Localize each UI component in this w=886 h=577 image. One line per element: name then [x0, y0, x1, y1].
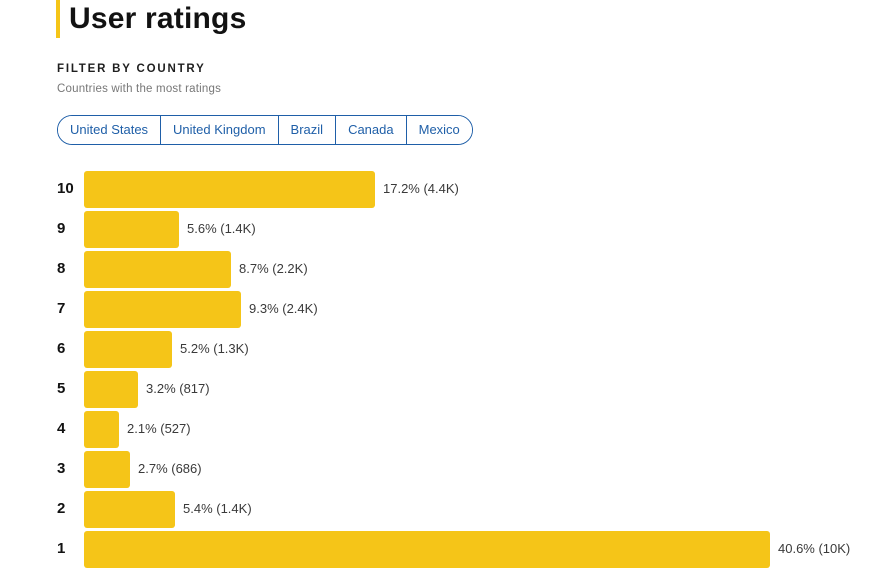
- rating-label-6: 6: [57, 340, 66, 357]
- rating-row-3: 3 2.7% (686): [0, 450, 886, 488]
- country-chip-canada[interactable]: Canada: [336, 116, 407, 144]
- page-title: User ratings: [69, 2, 247, 35]
- rating-bar-10[interactable]: [84, 171, 375, 208]
- filter-heading: FILTER BY COUNTRY: [57, 63, 206, 75]
- filter-subtitle: Countries with the most ratings: [57, 83, 222, 95]
- country-chip-united-states[interactable]: United States: [58, 116, 162, 144]
- rating-label-9: 9: [57, 220, 66, 237]
- rating-value-3: 2.7% (686): [138, 461, 202, 476]
- rating-row-10: 10 17.2% (4.4K): [0, 170, 886, 208]
- rating-label-8: 8: [57, 260, 66, 277]
- rating-bar-6[interactable]: [84, 331, 172, 368]
- rating-label-7: 7: [57, 300, 66, 317]
- rating-value-2: 5.4% (1.4K): [183, 501, 252, 516]
- country-chip-mexico[interactable]: Mexico: [406, 116, 472, 144]
- rating-label-2: 2: [57, 500, 66, 517]
- rating-value-7: 9.3% (2.4K): [249, 301, 318, 316]
- rating-row-7: 7 9.3% (2.4K): [0, 290, 886, 328]
- rating-value-1: 40.6% (10K): [778, 541, 851, 556]
- rating-row-4: 4 2.1% (527): [0, 410, 886, 448]
- rating-label-1: 1: [57, 540, 66, 557]
- rating-bar-4[interactable]: [84, 411, 119, 448]
- rating-label-10: 10: [57, 180, 74, 197]
- rating-bar-8[interactable]: [84, 251, 231, 288]
- rating-row-1: 1 40.6% (10K): [0, 530, 886, 568]
- rating-bar-7[interactable]: [84, 291, 241, 328]
- rating-row-5: 5 3.2% (817): [0, 370, 886, 408]
- title-accent: User ratings: [56, 0, 246, 38]
- rating-bar-1[interactable]: [84, 531, 770, 568]
- rating-label-3: 3: [57, 460, 66, 477]
- rating-bar-5[interactable]: [84, 371, 138, 408]
- rating-bar-2[interactable]: [84, 491, 175, 528]
- rating-value-5: 3.2% (817): [146, 381, 210, 396]
- rating-bar-9[interactable]: [84, 211, 179, 248]
- rating-label-4: 4: [57, 420, 66, 437]
- rating-label-5: 5: [57, 380, 66, 397]
- country-chip-brazil[interactable]: Brazil: [278, 116, 337, 144]
- rating-bar-3[interactable]: [84, 451, 130, 488]
- rating-row-8: 8 8.7% (2.2K): [0, 250, 886, 288]
- rating-row-6: 6 5.2% (1.3K): [0, 330, 886, 368]
- country-chip-united-kingdom[interactable]: United Kingdom: [161, 116, 279, 144]
- rating-value-6: 5.2% (1.3K): [180, 341, 249, 356]
- rating-row-9: 9 5.6% (1.4K): [0, 210, 886, 248]
- rating-value-9: 5.6% (1.4K): [187, 221, 256, 236]
- country-filter-chips: United States United Kingdom Brazil Cana…: [57, 115, 473, 145]
- rating-value-8: 8.7% (2.2K): [239, 261, 308, 276]
- rating-value-4: 2.1% (527): [127, 421, 191, 436]
- rating-value-10: 17.2% (4.4K): [383, 181, 459, 196]
- rating-row-2: 2 5.4% (1.4K): [0, 490, 886, 528]
